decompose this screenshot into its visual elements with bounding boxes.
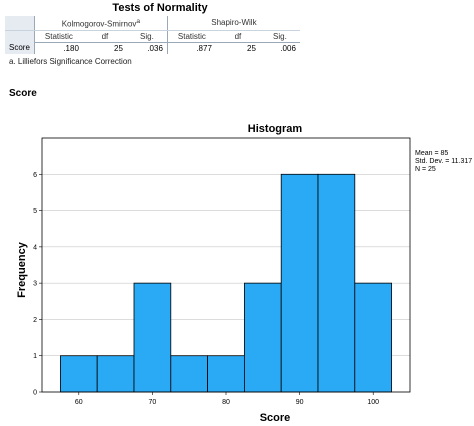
y-tick-label: 1 <box>33 353 37 360</box>
stat-n: N = 25 <box>415 166 436 173</box>
sw-statistic-cell: .877 <box>196 43 212 53</box>
x-tick-label: 70 <box>149 399 157 406</box>
group-header-ks-label: Kolmogorov-Smirnov <box>61 19 137 29</box>
group-header-ks: Kolmogorov-Smirnova <box>34 16 168 31</box>
histogram-bar <box>170 355 209 393</box>
ks-df-cell: 25 <box>114 43 123 53</box>
y-axis-ticks: 0 1 2 3 4 5 6 <box>33 172 42 397</box>
sw-sig-cell: .006 <box>280 43 296 53</box>
corner-cell-2 <box>5 30 35 43</box>
ks-footnote-marker: a <box>136 18 141 25</box>
stat-std-dev: Std. Dev. = 11.317 <box>415 158 472 165</box>
histogram-bar <box>317 173 356 393</box>
x-tick-label: 80 <box>222 399 230 406</box>
group-header-sw: Shapiro-Wilk <box>167 16 300 31</box>
histogram-bar <box>280 173 319 393</box>
normality-table: Kolmogorov-Smirnova Shapiro-Wilk Statist… <box>5 16 300 54</box>
chart-title: Histogram <box>248 123 303 135</box>
x-tick-label: 100 <box>367 399 379 406</box>
column-header-df: df <box>215 30 260 43</box>
y-tick-label: 2 <box>33 317 37 324</box>
x-axis-ticks: 60 70 80 90 100 <box>75 392 379 406</box>
y-tick-label: 6 <box>33 172 37 179</box>
histogram-bar <box>207 355 245 393</box>
column-header-statistic: Statistic <box>167 30 216 43</box>
histogram-bar <box>243 282 282 393</box>
normality-table-title: Tests of Normality <box>112 2 208 14</box>
ks-statistic-cell: .180 <box>63 43 79 53</box>
y-tick-label: 3 <box>33 281 37 288</box>
x-axis-label: Score <box>260 412 291 424</box>
y-tick-label: 5 <box>33 208 37 215</box>
ks-sig-cell: .036 <box>126 42 168 54</box>
histogram-bar <box>60 355 98 393</box>
table-row: Score .180 25 .036 .877 25 .006 <box>5 42 300 54</box>
column-header-df: df <box>82 30 127 43</box>
row-header-score: Score <box>5 42 35 54</box>
histogram-bar <box>96 355 135 393</box>
stats-box: Mean = 85 Std. Dev. = 11.317 N = 25 <box>415 150 472 173</box>
column-header-sig: Sig. <box>259 30 300 43</box>
corner-cell <box>5 16 35 31</box>
histogram-chart: 0 1 2 3 4 5 6 60 70 80 90 100 Histogram Score Freq… <box>0 110 474 426</box>
table-footnote: a. Lilliefors Significance Correction <box>9 57 132 66</box>
histogram-bar <box>354 282 392 393</box>
y-tick-label: 0 <box>33 390 37 397</box>
section-heading: Score <box>9 88 37 99</box>
x-tick-label: 60 <box>75 399 83 406</box>
y-tick-label: 4 <box>33 244 37 251</box>
stat-mean: Mean = 85 <box>415 150 448 157</box>
y-axis-label: Frequency <box>16 241 28 298</box>
column-header-statistic: Statistic <box>34 30 83 43</box>
sw-df-cell: 25 <box>247 43 256 53</box>
column-header-sig: Sig. <box>126 30 168 43</box>
x-tick-label: 90 <box>296 399 304 406</box>
histogram-bar <box>133 282 172 393</box>
